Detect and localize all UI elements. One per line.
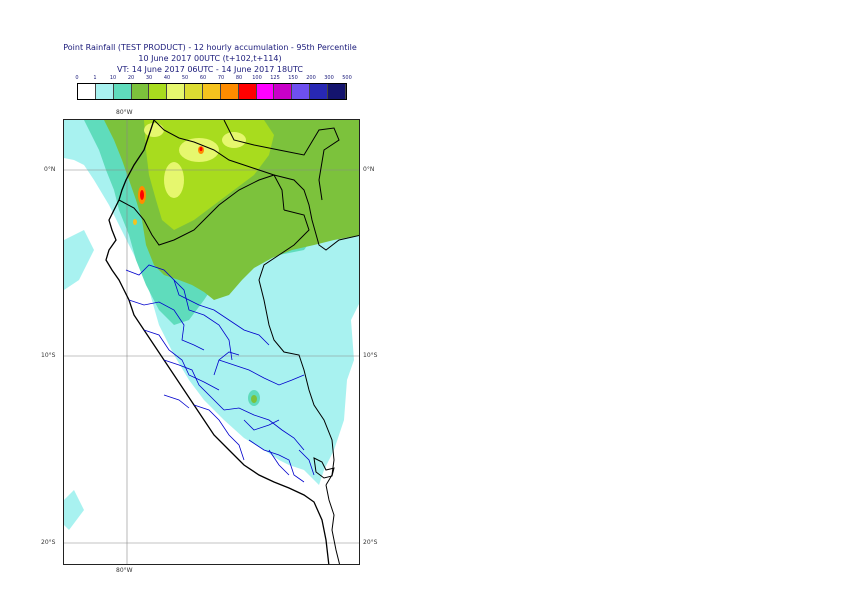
legend-tick-label: 30 [145, 75, 153, 81]
coastline [105, 120, 330, 564]
border-chile-bolivia [325, 484, 341, 564]
legend-swatch [274, 84, 293, 99]
legend-swatch [203, 84, 221, 99]
legend-tick-label: 100 [252, 75, 262, 81]
legend-swatch [220, 84, 239, 99]
border-ecuador-colombia [153, 120, 275, 176]
legend-tick-label: 150 [288, 75, 298, 81]
legend-tick-label: 50 [181, 75, 189, 81]
legend-swatch [328, 84, 346, 99]
legend-swatch [238, 84, 257, 99]
legend-tick-label: 1 [93, 75, 97, 81]
region-borders [125, 264, 315, 483]
legend-tick-label: 125 [270, 75, 280, 81]
legend-swatch [131, 84, 150, 99]
lat-label-20s-right: 20°S [363, 539, 378, 546]
legend-swatch [95, 84, 114, 99]
legend-tick-label: 10 [109, 75, 117, 81]
legend-tick-label: 0 [75, 75, 79, 81]
rain-field-patch [64, 230, 94, 290]
legend-tick-label: 80 [235, 75, 243, 81]
rain-hotspot-3 [133, 219, 137, 225]
map-canvas [64, 120, 359, 564]
border-titicaca [313, 457, 335, 479]
rain-field-yellow-4 [144, 123, 164, 137]
legend-tick-label: 20 [127, 75, 135, 81]
rain-hotspot-1-core [140, 190, 144, 200]
rain-field-yellowgreen [144, 120, 274, 230]
title-line-1: Point Rainfall (TEST PRODUCT) - 12 hourl… [63, 43, 357, 52]
legend-color-bar [77, 83, 347, 100]
title-line-2: 10 June 2017 00UTC (t+102,t+114) [138, 54, 282, 63]
lat-label-0-left: 0°N [44, 166, 56, 173]
legend-tick-label: 300 [324, 75, 334, 81]
legend-swatch [185, 84, 204, 99]
lat-label-0-right: 0°N [363, 166, 375, 173]
title-line-3: VT: 14 June 2017 06UTC - 14 June 2017 18… [117, 65, 303, 74]
border-ecuador-peru [118, 174, 285, 246]
legend-swatch [113, 84, 132, 99]
border-colombia-north [223, 120, 340, 201]
lat-label-10s-left: 10°S [41, 352, 56, 359]
lon-label-bottom: 80°W [116, 567, 133, 574]
color-legend: 0 1 10 20 30 40 50 60 70 80 100 125 150 200 300 500 [75, 75, 352, 102]
legend-swatch [310, 84, 329, 99]
border-colombia-east [273, 174, 359, 251]
lat-label-20s-left: 20°S [41, 539, 56, 546]
legend-swatch [78, 84, 96, 99]
rainfall-map [63, 119, 360, 565]
legend-tick-label: 70 [217, 75, 225, 81]
rain-field-patch-2 [64, 490, 84, 530]
legend-swatch [292, 84, 311, 99]
legend-tick-label: 200 [306, 75, 316, 81]
lon-label-top: 80°W [116, 109, 133, 116]
lat-label-10s-right: 10°S [363, 352, 378, 359]
legend-swatch [256, 84, 275, 99]
legend-swatch [149, 84, 168, 99]
rain-spot-south-core [251, 395, 257, 403]
legend-tick-label: 40 [163, 75, 171, 81]
rain-hotspot-2-core [199, 147, 203, 151]
rain-field-yellow-2 [164, 162, 184, 198]
border-peru-brazil [258, 209, 335, 486]
legend-tick-label: 500 [342, 75, 352, 81]
legend-tick-label: 60 [199, 75, 207, 81]
legend-swatch [167, 84, 186, 99]
